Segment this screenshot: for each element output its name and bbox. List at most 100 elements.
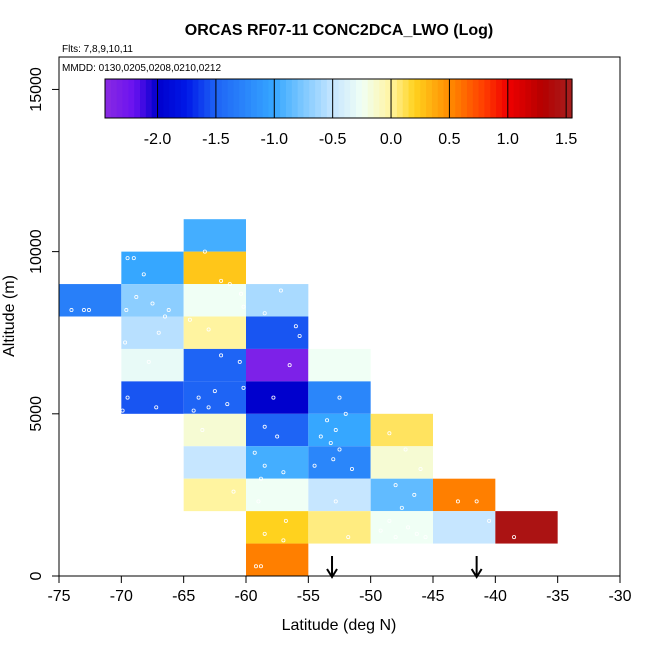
sample-point [403, 447, 408, 452]
sample-point [253, 564, 258, 569]
heatmap-cell [308, 511, 371, 544]
colorbar-tick-label: 1.0 [497, 131, 519, 148]
heatmap-cell [183, 219, 246, 252]
sample-point [141, 272, 146, 277]
heatmap-cell [246, 478, 309, 512]
x-tick-label: -55 [297, 588, 320, 605]
sample-point [331, 457, 336, 462]
colorbar-segment [210, 79, 217, 118]
heatmap-cell [183, 446, 246, 479]
heatmap-cell [183, 478, 246, 512]
heatmap-cell [183, 348, 246, 382]
heatmap-cell [183, 413, 246, 447]
y-tick-label: 0 [28, 571, 45, 580]
sample-point [241, 385, 246, 390]
flights-label: Flts: 7,8,9,10,11 [62, 44, 133, 55]
x-tick-label: -60 [234, 588, 257, 605]
heatmap-cell [121, 284, 184, 317]
colorbar-segment [303, 79, 310, 118]
colorbar-segment [163, 79, 170, 118]
colorbar-segment [449, 79, 456, 118]
heatmap-cell [246, 543, 309, 576]
colorbar-segment [116, 79, 124, 118]
heatmap-cell [183, 284, 246, 317]
colorbar-segment [391, 79, 398, 118]
sample-point [256, 499, 261, 504]
heatmap-cell [495, 511, 558, 544]
sample-point [239, 291, 244, 296]
colorbar-segment [309, 79, 316, 118]
sample-point [187, 317, 192, 322]
x-tick-label: -50 [359, 588, 382, 605]
sample-point [287, 363, 292, 368]
sample-point [202, 249, 207, 254]
sample-point [162, 314, 167, 319]
colorbar-segment [426, 79, 433, 118]
colorbar-segment [256, 79, 264, 118]
sample-point [86, 308, 91, 313]
sample-point [349, 466, 354, 471]
colorbar-tick-label: -1.5 [202, 131, 230, 148]
dates-label: MMDD: 0130,0205,0208,0210,0212 [62, 63, 221, 74]
sample-point [156, 330, 161, 335]
x-tick-label: -65 [172, 588, 195, 605]
x-axis-label: Latitude (deg N) [282, 617, 397, 634]
sample-point [346, 535, 351, 540]
colorbar-segment [501, 79, 509, 118]
heatmap-cell [121, 251, 184, 285]
sample-point [206, 327, 211, 332]
colorbar-segment [443, 79, 451, 118]
heatmap-cell [246, 284, 309, 317]
colorbar-segment [175, 79, 182, 118]
colorbar-segment [221, 79, 229, 118]
sample-point [487, 518, 492, 523]
colorbar-segment [367, 79, 375, 118]
colorbar-segment [356, 79, 363, 118]
colorbar-segment [344, 79, 351, 118]
sample-point [412, 492, 417, 497]
sample-point [281, 470, 286, 475]
colorbar-segment [385, 79, 392, 118]
sample-point [124, 308, 129, 313]
colorbar-segment [490, 79, 497, 118]
colorbar-segment [513, 79, 521, 118]
colorbar-segment [373, 79, 380, 118]
sample-point [378, 528, 383, 533]
colorbar-segment [274, 79, 281, 118]
sample-point [154, 405, 159, 410]
sample-point [262, 531, 267, 536]
sample-point [333, 499, 338, 504]
colorbar-segment [239, 79, 246, 118]
colorbar-segment [566, 79, 573, 118]
sample-point [123, 340, 128, 345]
sample-point [258, 476, 263, 481]
x-tick-label: -40 [484, 588, 507, 605]
colorbar-tick-label: -2.0 [144, 131, 172, 148]
colorbar-segment [122, 79, 129, 118]
colorbar-segment [268, 79, 275, 118]
colorbar-segment [291, 79, 299, 118]
y-tick-label: 5000 [28, 396, 45, 432]
colorbar-segment [233, 79, 240, 118]
colorbar-segment [466, 79, 474, 118]
colorbar-tick-label: -0.5 [319, 131, 347, 148]
colorbar-segment [315, 79, 322, 118]
colorbar-segment [320, 79, 328, 118]
arrow-head [326, 568, 338, 579]
heatmap-cell [370, 446, 433, 479]
colorbar-segment [169, 79, 176, 118]
colorbar-segment [536, 79, 544, 118]
colorbar-segment [396, 79, 404, 118]
heatmap-cell [183, 251, 246, 285]
sample-point [393, 535, 398, 540]
sample-point [328, 441, 333, 446]
colorbar-segment [157, 79, 164, 118]
colorbar-segment [496, 79, 503, 118]
sample-point [134, 295, 139, 300]
heatmap-cell [370, 413, 433, 447]
colorbar-segment [361, 79, 369, 118]
sample-point [423, 535, 428, 540]
colorbar-tick-label: 0.0 [380, 131, 402, 148]
heatmap-cell [370, 511, 433, 544]
sample-point [418, 466, 423, 471]
